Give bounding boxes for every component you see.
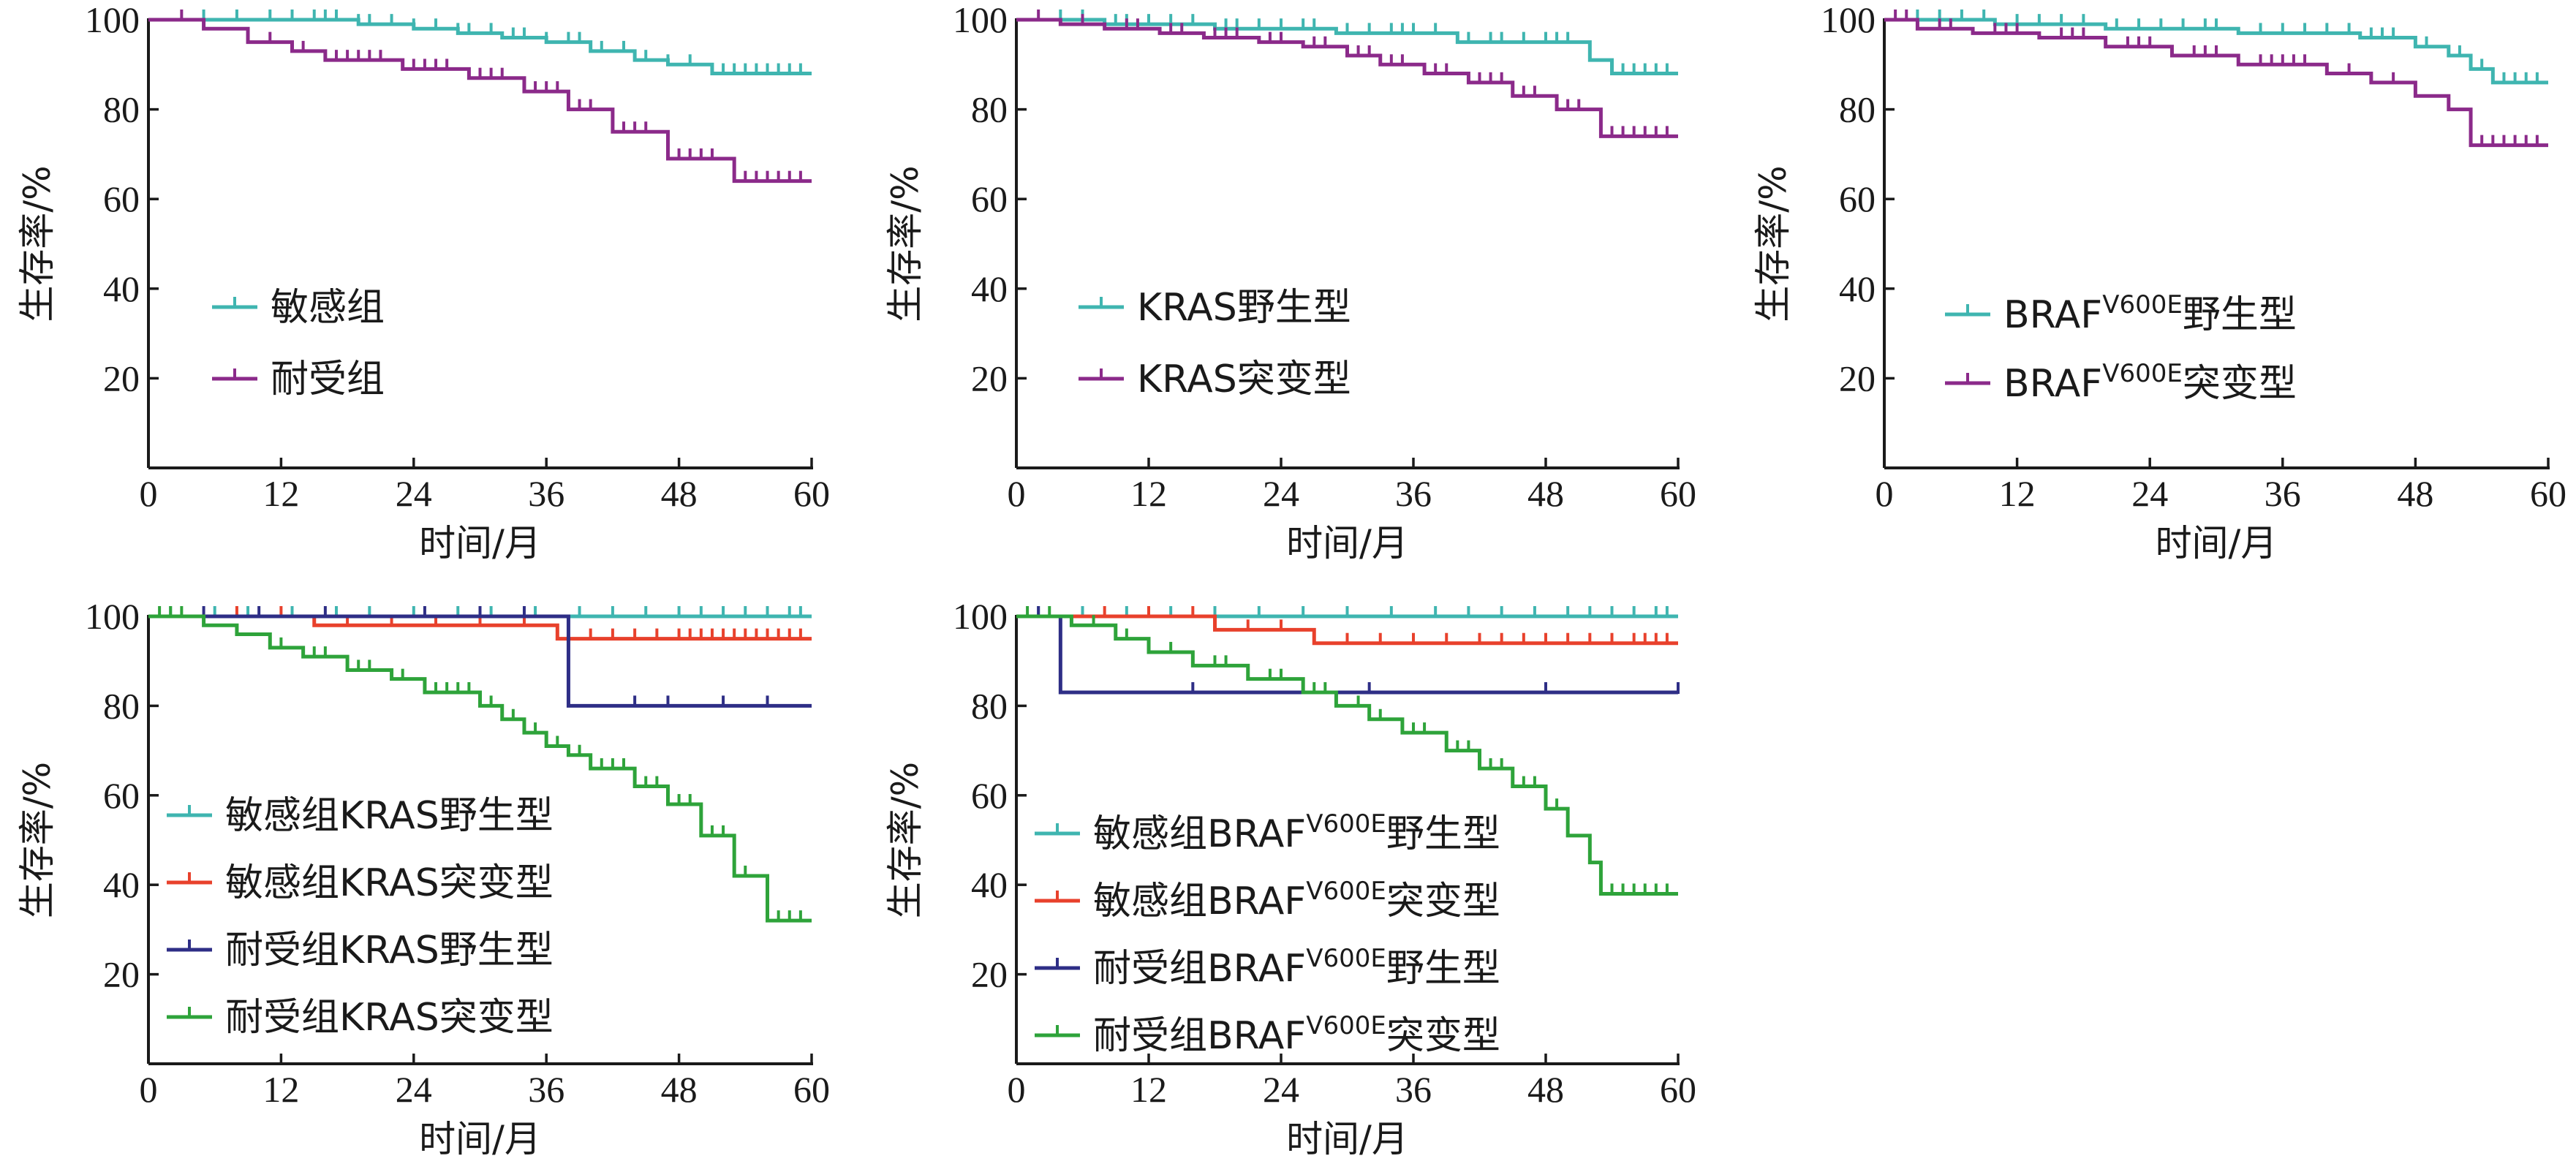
y-tick-label: 40 (103, 864, 140, 905)
y-tick-label: 60 (971, 178, 1008, 219)
legend-label: 耐受组BRAFV600E突变型 (1093, 1011, 1500, 1058)
legend-label: 耐受组KRAS突变型 (225, 996, 554, 1040)
y-tick-label: 80 (103, 685, 140, 726)
x-tick-label: 36 (528, 473, 564, 514)
x-tick-label: 0 (1008, 473, 1026, 514)
y-tick-label: 100 (953, 596, 1008, 637)
km-series-line-1 (1016, 18, 1678, 76)
x-tick-label: 60 (793, 473, 830, 514)
y-axis-title: 生存率/% (884, 762, 926, 918)
x-tick-label: 0 (1876, 473, 1894, 514)
x-tick-label: 48 (661, 473, 698, 514)
y-axis-title: 生存率/% (1752, 165, 1794, 322)
x-tick-label: 36 (1395, 1069, 1432, 1110)
y-tick-label: 60 (103, 178, 140, 219)
x-tick-label: 36 (528, 1069, 564, 1110)
y-tick-label: 80 (971, 685, 1008, 726)
x-axis-title: 时间/月 (419, 1118, 541, 1160)
y-tick-label: 40 (1839, 268, 1876, 309)
x-tick-label: 12 (1999, 473, 2036, 514)
x-tick-label: 0 (1008, 1069, 1026, 1110)
y-tick-label: 20 (103, 358, 140, 398)
x-axis-title: 时间/月 (1286, 522, 1408, 564)
legend-label: 敏感组BRAFV600E野生型 (1093, 809, 1500, 856)
y-tick-label: 100 (953, 0, 1008, 40)
y-tick-label: 80 (971, 89, 1008, 130)
x-tick-label: 48 (2397, 473, 2433, 514)
km-series-line-2 (1016, 614, 1678, 646)
y-tick-label: 40 (103, 268, 140, 309)
y-tick-label: 100 (1821, 0, 1876, 40)
chart-panel-5: 0 12 24 36 48 60 20 40 60 80 100 时间/月 生存率/% 敏感组BRAFV6… (884, 596, 1696, 1160)
km-series-line-2 (148, 18, 812, 184)
x-tick-label: 0 (140, 1069, 158, 1110)
y-tick-label: 60 (1839, 178, 1876, 219)
x-tick-label: 24 (1263, 473, 1299, 514)
x-tick-label: 12 (262, 1069, 299, 1110)
x-tick-label: 24 (396, 473, 432, 514)
legend-label: KRAS突变型 (1137, 358, 1351, 401)
x-tick-label: 48 (1527, 473, 1564, 514)
x-tick-label: 0 (140, 473, 158, 514)
legend-label: 耐受组KRAS野生型 (225, 929, 554, 972)
x-tick-label: 24 (2131, 473, 2168, 514)
x-tick-label: 60 (793, 1069, 830, 1110)
y-tick-label: 80 (1839, 89, 1876, 130)
y-tick-label: 20 (971, 358, 1008, 398)
km-series-line-3 (148, 614, 812, 708)
y-axis-title: 生存率/% (884, 165, 926, 322)
y-tick-label: 100 (85, 596, 140, 637)
y-tick-label: 60 (103, 775, 140, 816)
x-tick-label: 24 (1263, 1069, 1299, 1110)
x-tick-label: 48 (661, 1069, 698, 1110)
km-series-line-4 (1016, 614, 1678, 896)
chart-panel-3: 0 12 24 36 48 60 20 40 60 80 100 时间/月 生存率/% BRAFV600E… (1752, 0, 2566, 564)
y-tick-label: 100 (85, 0, 140, 40)
legend-label: 敏感组KRAS突变型 (225, 861, 554, 905)
y-tick-label: 80 (103, 89, 140, 130)
km-series-line-2 (1016, 18, 1678, 138)
chart-panel-4: 0 12 24 36 48 60 20 40 60 80 100 时间/月 生存率/% 敏感组KRAS野生… (16, 596, 830, 1160)
chart-panel-2: 0 12 24 36 48 60 20 40 60 80 100 时间/月 生存率/% KRAS野生型 KR… (884, 0, 1696, 564)
y-tick-label: 20 (971, 954, 1008, 995)
legend-label: 敏感组KRAS野生型 (225, 794, 554, 838)
x-tick-label: 60 (1660, 473, 1696, 514)
x-tick-label: 24 (396, 1069, 432, 1110)
x-tick-label: 36 (1395, 473, 1432, 514)
km-series-line-1 (1884, 18, 2548, 85)
y-tick-label: 40 (971, 268, 1008, 309)
legend-label: BRAFV600E野生型 (2003, 290, 2297, 337)
x-tick-label: 48 (1527, 1069, 1564, 1110)
x-axis-title: 时间/月 (419, 522, 541, 564)
legend-label: KRAS野生型 (1137, 286, 1351, 330)
legend-label: 敏感组BRAFV600E突变型 (1093, 877, 1500, 923)
y-tick-label: 40 (971, 864, 1008, 905)
legend-label: BRAFV600E突变型 (2003, 359, 2297, 406)
y-axis-title: 生存率/% (16, 762, 58, 918)
legend-label: 耐受组 (271, 358, 385, 401)
x-tick-label: 12 (1130, 473, 1167, 514)
legend-label: 耐受组BRAFV600E野生型 (1093, 944, 1500, 991)
km-series-line-2 (1884, 18, 2548, 148)
y-tick-label: 20 (103, 954, 140, 995)
x-axis-title: 时间/月 (1286, 1118, 1408, 1160)
x-tick-label: 12 (1130, 1069, 1167, 1110)
x-tick-label: 36 (2265, 473, 2301, 514)
x-tick-label: 12 (262, 473, 299, 514)
x-tick-label: 60 (2530, 473, 2566, 514)
y-axis-title: 生存率/% (16, 165, 58, 322)
x-tick-label: 60 (1660, 1069, 1696, 1110)
y-tick-label: 20 (1839, 358, 1876, 398)
x-axis-title: 时间/月 (2156, 522, 2278, 564)
y-tick-label: 60 (971, 775, 1008, 816)
legend-label: 敏感组 (271, 286, 385, 330)
